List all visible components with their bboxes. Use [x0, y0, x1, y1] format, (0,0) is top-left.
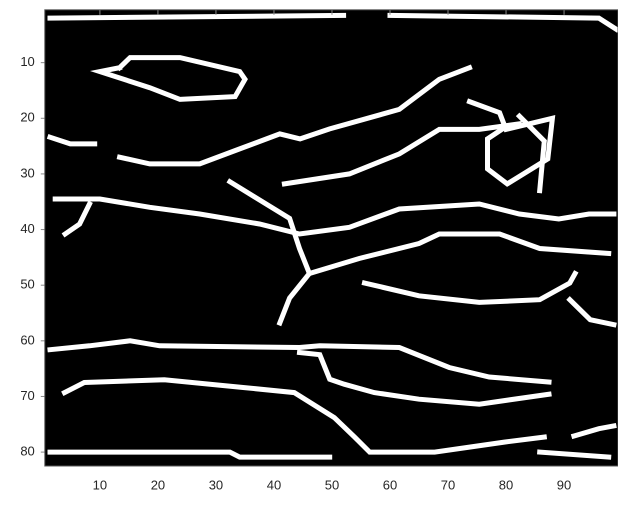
edge-line — [50, 15, 344, 18]
y-tick-label: 80 — [20, 444, 34, 459]
x-tick-label: 10 — [93, 477, 107, 492]
x-tick-label: 50 — [325, 477, 339, 492]
x-tick-label: 60 — [383, 477, 397, 492]
x-tick-label: 20 — [151, 477, 165, 492]
x-tick-label: 70 — [441, 477, 455, 492]
y-tick-label: 60 — [20, 332, 34, 347]
page: 1020304050607080901020304050607080 (() =… — [0, 0, 618, 505]
x-tick-label: 30 — [209, 477, 223, 492]
y-tick-label: 30 — [20, 165, 34, 180]
chart: 10 20 30 40 50 60 70 80 90 10 20 30 40 50 60 70 80 — [0, 0, 618, 505]
x-tick-label: 40 — [267, 477, 281, 492]
y-tick-label: 10 — [20, 54, 34, 69]
y-tick-label: 50 — [20, 277, 34, 292]
y-tick-label: 20 — [20, 110, 34, 125]
y-tick-label: 40 — [20, 221, 34, 236]
x-tick-label: 80 — [499, 477, 513, 492]
x-tick-label: 90 — [557, 477, 571, 492]
y-tick-label: 70 — [20, 388, 34, 403]
